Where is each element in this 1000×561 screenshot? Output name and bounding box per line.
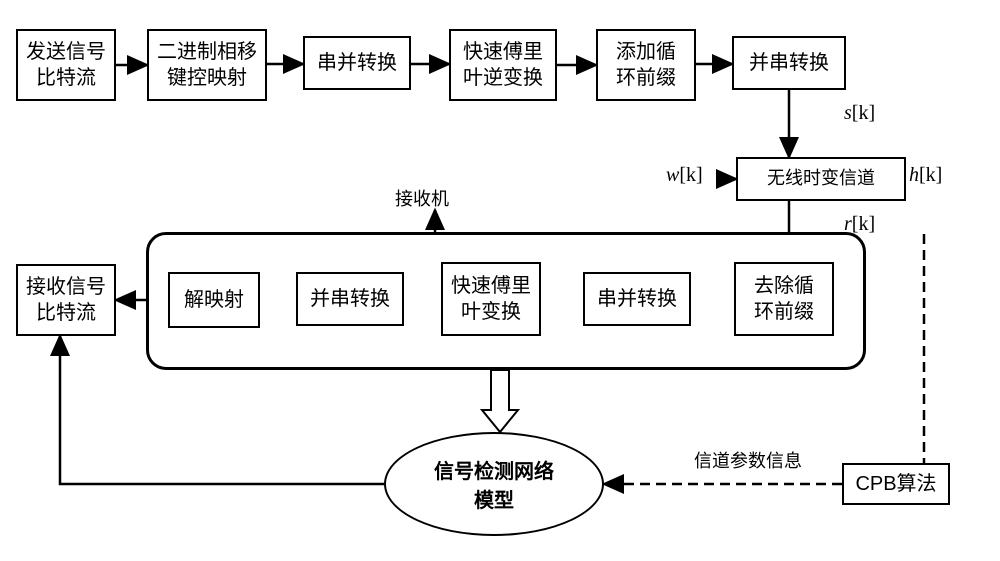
- node-cpb: CPB算法: [842, 463, 950, 505]
- label-channel_info: 信道参数信息: [694, 447, 802, 473]
- node-bpsk: 二进制相移 键控映射: [147, 29, 267, 101]
- node-label: 无线时变信道: [767, 167, 875, 190]
- node-label: CPB算法: [855, 471, 936, 497]
- node-channel: 无线时变信道: [736, 157, 906, 201]
- node-ps1: 并串转换: [732, 36, 846, 90]
- node-label: 去除循 环前缀: [754, 273, 814, 325]
- label-wk: w[k]: [666, 164, 703, 187]
- node-sp2: 串并转换: [583, 272, 691, 326]
- node-add_cp: 添加循 环前缀: [596, 29, 696, 101]
- diagram-canvas: 信号检测网络 模型 发送信号 比特流二进制相移 键控映射串并转换快速傅里 叶逆变…: [0, 0, 1000, 561]
- node-label: 串并转换: [597, 286, 677, 312]
- node-label: 串并转换: [317, 50, 397, 76]
- label-receiver: 接收机: [395, 185, 449, 211]
- node-label: 解映射: [184, 287, 244, 313]
- node-label: 发送信号 比特流: [26, 39, 106, 91]
- node-sp1: 串并转换: [303, 36, 411, 90]
- node-ps2: 并串转换: [296, 272, 404, 326]
- ellipse-label: 信号检测网络 模型: [434, 455, 554, 513]
- node-label: 并串转换: [749, 50, 829, 76]
- node-rx_bits: 接收信号 比特流: [16, 264, 116, 336]
- node-ifft: 快速傅里 叶逆变换: [449, 29, 557, 101]
- node-label: 接收信号 比特流: [26, 274, 106, 326]
- label-hk: h[k]: [909, 164, 942, 187]
- node-tx_bits: 发送信号 比特流: [16, 29, 116, 101]
- node-label: 添加循 环前缀: [616, 39, 676, 91]
- label-rk: r[k]: [844, 213, 875, 236]
- node-rm_cp: 去除循 环前缀: [734, 262, 834, 336]
- node-label: 并串转换: [310, 286, 390, 312]
- node-fft: 快速傅里 叶变换: [441, 262, 541, 336]
- node-demap: 解映射: [168, 272, 260, 328]
- node-label: 二进制相移 键控映射: [157, 39, 257, 91]
- node-label: 快速傅里 叶变换: [451, 273, 531, 325]
- ellipse-model: 信号检测网络 模型: [384, 432, 604, 536]
- label-sk: s[k]: [844, 102, 875, 125]
- node-label: 快速傅里 叶逆变换: [463, 39, 543, 91]
